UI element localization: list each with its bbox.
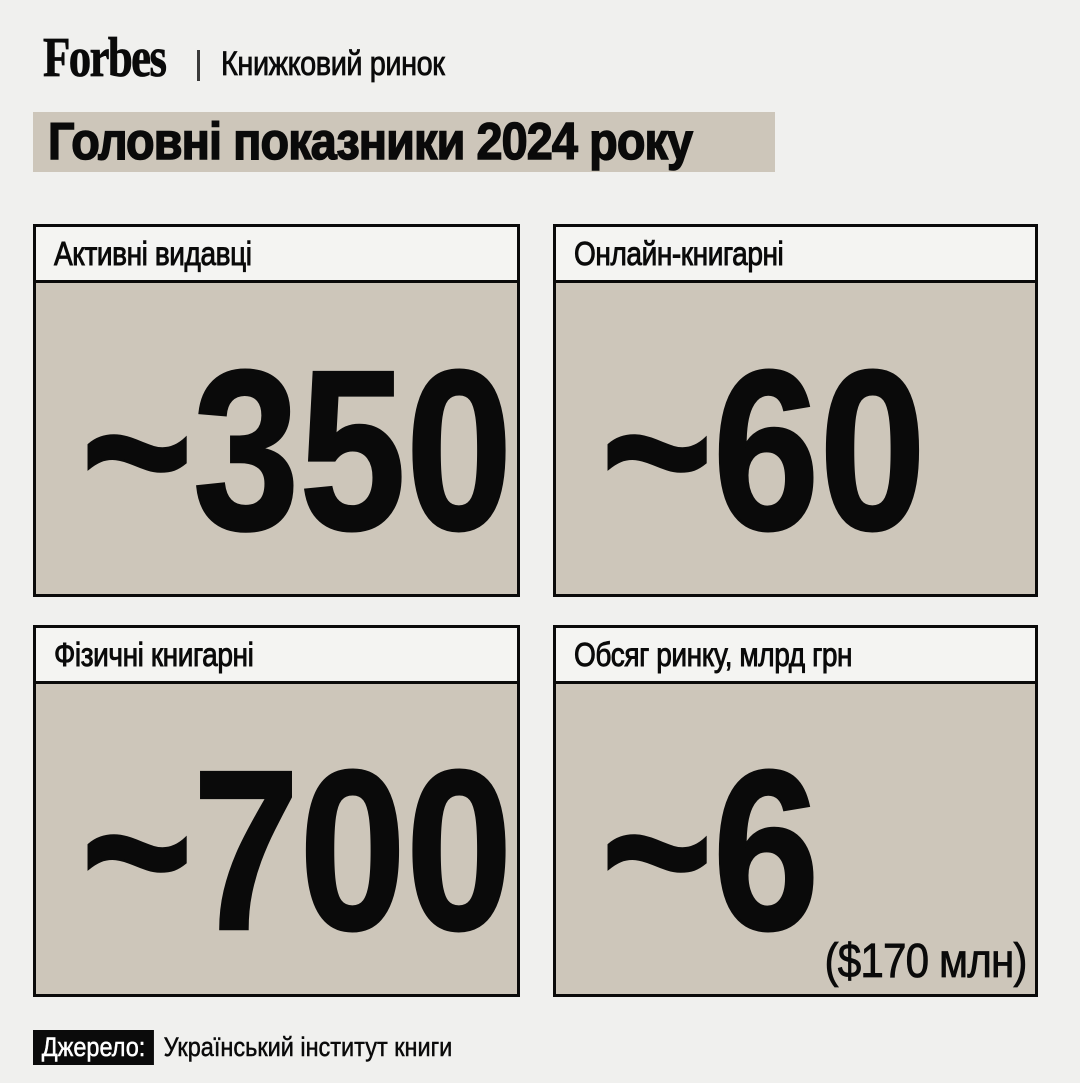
stat-card-label: Активні видавці — [54, 235, 253, 272]
stat-card-active-publishers: Активні видавці ~350 — [33, 224, 520, 597]
forbes-logo: Forbes — [43, 27, 168, 89]
stat-card-value: ~700 — [80, 724, 513, 978]
page-title: Головні показники 2024 року — [47, 113, 693, 171]
stats-grid: Активні видавці ~350 Онлайн-книгарні ~60… — [33, 224, 1038, 997]
stat-card-value: ~60 — [600, 323, 927, 578]
stat-card-label: Фізичні книгарні — [54, 636, 255, 673]
stat-card-online-bookstores: Онлайн-книгарні ~60 — [553, 224, 1038, 597]
stat-card-header: Онлайн-книгарні — [556, 227, 1035, 283]
source-chip: Джерело: — [33, 1030, 154, 1065]
stat-card-usd-note: ($170 млн) — [824, 935, 1029, 988]
stat-card-header: Активні видавці — [36, 227, 517, 283]
stat-card-market-volume: Обсяг ринку, млрд грн ~6 ($170 млн) — [553, 625, 1038, 997]
page-title-badge: Головні показники 2024 року — [33, 112, 775, 172]
stat-card-physical-bookstores: Фізичні книгарні ~700 — [33, 625, 520, 997]
stat-card-value: ~350 — [80, 323, 513, 578]
stat-card-value-area: ~6 ($170 млн) — [556, 684, 1035, 994]
stat-card-label: Онлайн-книгарні — [574, 235, 785, 272]
brand-tagline: Книжковий ринок — [221, 45, 446, 83]
source-text: Український інститут книги — [163, 1032, 453, 1062]
divider-bar — [197, 50, 200, 81]
stat-card-value-area: ~60 — [556, 283, 1035, 594]
stat-card-value-area: ~700 — [36, 684, 517, 994]
source-footer: Джерело: Український інститут книги — [33, 1030, 453, 1065]
stat-card-label: Обсяг ринку, млрд грн — [574, 636, 853, 673]
stat-card-header: Обсяг ринку, млрд грн — [556, 628, 1035, 684]
stat-card-header: Фізичні книгарні — [36, 628, 517, 684]
stat-card-value-area: ~350 — [36, 283, 517, 594]
stat-card-value: ~6 — [600, 724, 820, 978]
